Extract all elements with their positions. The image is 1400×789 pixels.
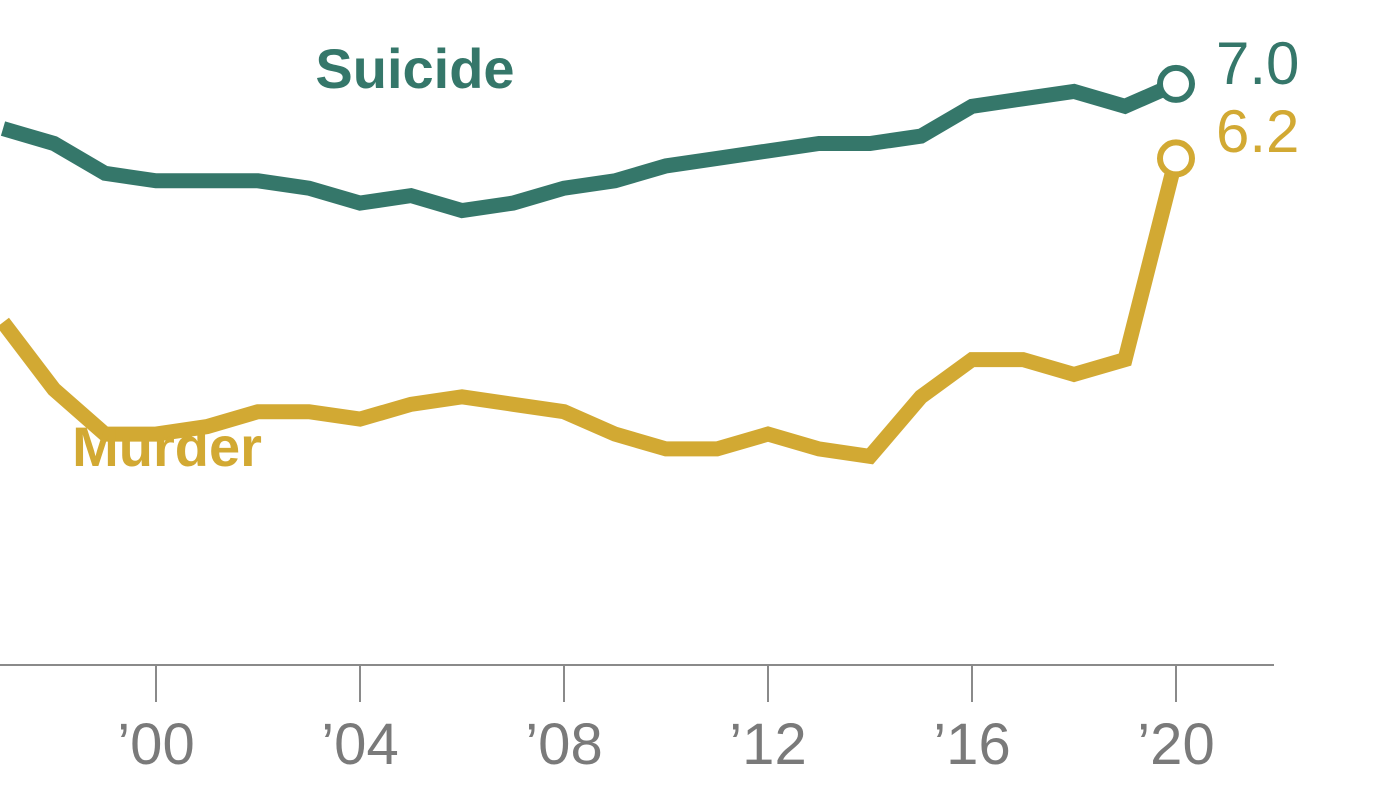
series-line-suicide	[0, 77, 1180, 219]
end-markers	[1157, 64, 1195, 178]
series-label-suicide: Suicide	[315, 37, 514, 100]
end-value-murder: 6.2	[1216, 98, 1299, 165]
x-tick-label: ’12	[729, 712, 806, 777]
x-tick-label: ’08	[525, 712, 602, 777]
x-tick-label: ’04	[321, 712, 398, 777]
end-marker-murder	[1157, 139, 1195, 178]
series-label-murder: Murder	[72, 415, 262, 478]
x-tick-label: ’00	[117, 712, 194, 777]
series-lines	[0, 77, 1184, 465]
x-axis: ’00 ’04 ’08 ’12 ’16 ’20	[0, 664, 1274, 777]
x-tick-label: ’20	[1137, 712, 1214, 777]
end-value-suicide: 7.0	[1216, 30, 1299, 97]
x-tick-label: ’16	[933, 712, 1010, 777]
series-line-murder	[0, 156, 1184, 465]
end-marker-suicide	[1157, 64, 1195, 103]
